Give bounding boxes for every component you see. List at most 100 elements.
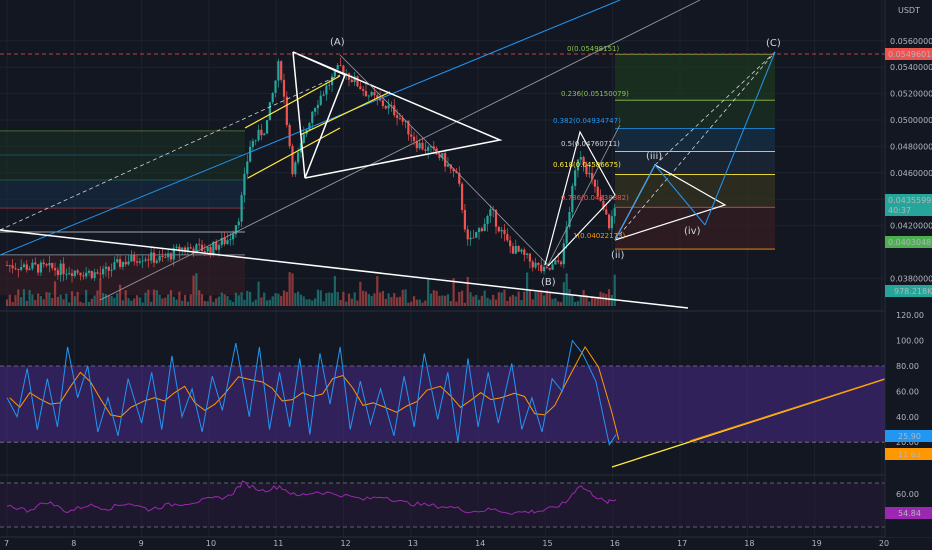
wave-label-ii: (ii) (611, 250, 624, 261)
candle-body (53, 268, 57, 271)
candle-body (477, 228, 481, 233)
volume-bar (99, 278, 102, 306)
volume-bar (39, 296, 43, 306)
candle-body (243, 173, 246, 196)
yellow-channel-lower (247, 127, 341, 179)
candle-body (571, 185, 574, 213)
candle-body (585, 165, 588, 175)
candle-body (277, 61, 280, 81)
candle-body (121, 261, 124, 267)
candle-body (192, 248, 195, 254)
candle-body (186, 247, 190, 251)
volume-bar (472, 296, 475, 306)
volume-bar (551, 299, 554, 306)
volume-bar (65, 293, 68, 306)
volume-bar (82, 302, 85, 306)
candle-body (449, 164, 452, 169)
volume-bar (260, 297, 263, 306)
candle-body (574, 170, 577, 186)
volume-bar (212, 301, 215, 306)
candle-body (206, 246, 209, 252)
channel-zone (0, 180, 245, 208)
volume-bar (568, 289, 571, 306)
channel-zone (0, 131, 245, 180)
volume-bar (172, 296, 175, 306)
candle-body (613, 208, 616, 217)
volume-bar (257, 281, 260, 306)
candle-body (520, 249, 523, 252)
volume-bar (531, 299, 534, 306)
volume-bar (509, 296, 512, 306)
candle-body (11, 265, 14, 269)
candle-body (99, 273, 102, 275)
abc-zigzag (339, 54, 621, 266)
volume-bar (68, 302, 71, 306)
volume-bar (599, 291, 602, 306)
candle-body (82, 275, 85, 277)
volume-bar (381, 290, 385, 306)
volume-bar (297, 291, 300, 306)
volume-bar (232, 302, 235, 306)
candle-body (268, 102, 271, 121)
candle-body (531, 261, 534, 268)
volume-bar (404, 289, 407, 306)
volume-bar (313, 298, 317, 306)
volume-bar (342, 291, 345, 306)
candle-body (220, 237, 223, 246)
fib-label-618: 0.618(0.04586675) (553, 161, 621, 169)
volume-bar (452, 278, 455, 306)
volume-bar (421, 302, 424, 306)
candle-body (384, 106, 387, 109)
volume-bar (542, 295, 546, 306)
price-axis[interactable] (885, 0, 932, 537)
volume-bar (602, 292, 605, 306)
badge-rsi (885, 507, 932, 519)
volume-bar (418, 299, 421, 306)
rsi-tick: 60.00 (896, 490, 919, 499)
volume-bar (189, 294, 192, 306)
stoch-tick: 20.00 (896, 438, 919, 447)
time-ticks: 7 8 9 10 11 12 13 14 15 16 17 18 19 20 (4, 539, 889, 548)
candle-body (381, 100, 385, 107)
volume-bar (613, 274, 616, 306)
volume-bar (387, 293, 390, 306)
candle-body (271, 92, 274, 103)
volume-bar (319, 290, 322, 306)
volume-bar (220, 292, 223, 306)
volume-bar (483, 290, 486, 306)
candle-body (124, 261, 127, 265)
volume-bar (121, 300, 124, 306)
candle-body (602, 200, 605, 210)
volume-bar (607, 289, 611, 306)
volume-bar (206, 301, 209, 306)
candle-body (395, 115, 399, 118)
candle-body (14, 268, 17, 270)
candle-body (294, 162, 297, 175)
candle-body (42, 262, 45, 265)
candle-body (172, 247, 175, 260)
volume-bar (333, 276, 336, 306)
candle-body (22, 264, 26, 267)
volume-bar (350, 298, 353, 306)
candle-body (175, 246, 178, 248)
candle-body (557, 260, 560, 262)
fib-label-5: 0.5(0.04760711) (561, 140, 620, 148)
volume-bar (133, 298, 136, 306)
candle-body (248, 146, 252, 162)
candle-body (404, 120, 407, 122)
volume-bar (511, 294, 515, 306)
wave-label-a: (A) (330, 37, 345, 48)
fib-labels: 0(0.05498151) 0.236(0.05150079) 0.382(0.… (553, 45, 629, 240)
volume-bar (14, 295, 17, 306)
candle-body (144, 259, 147, 261)
volume-bar (398, 296, 401, 306)
volume-bar (325, 293, 328, 306)
candle-body (5, 265, 9, 266)
candle-body (229, 239, 232, 241)
volume-bar (203, 300, 206, 306)
candle-body (472, 237, 475, 239)
volume-bar (475, 294, 478, 306)
volume-bar (263, 292, 266, 306)
candle-body (147, 259, 150, 261)
